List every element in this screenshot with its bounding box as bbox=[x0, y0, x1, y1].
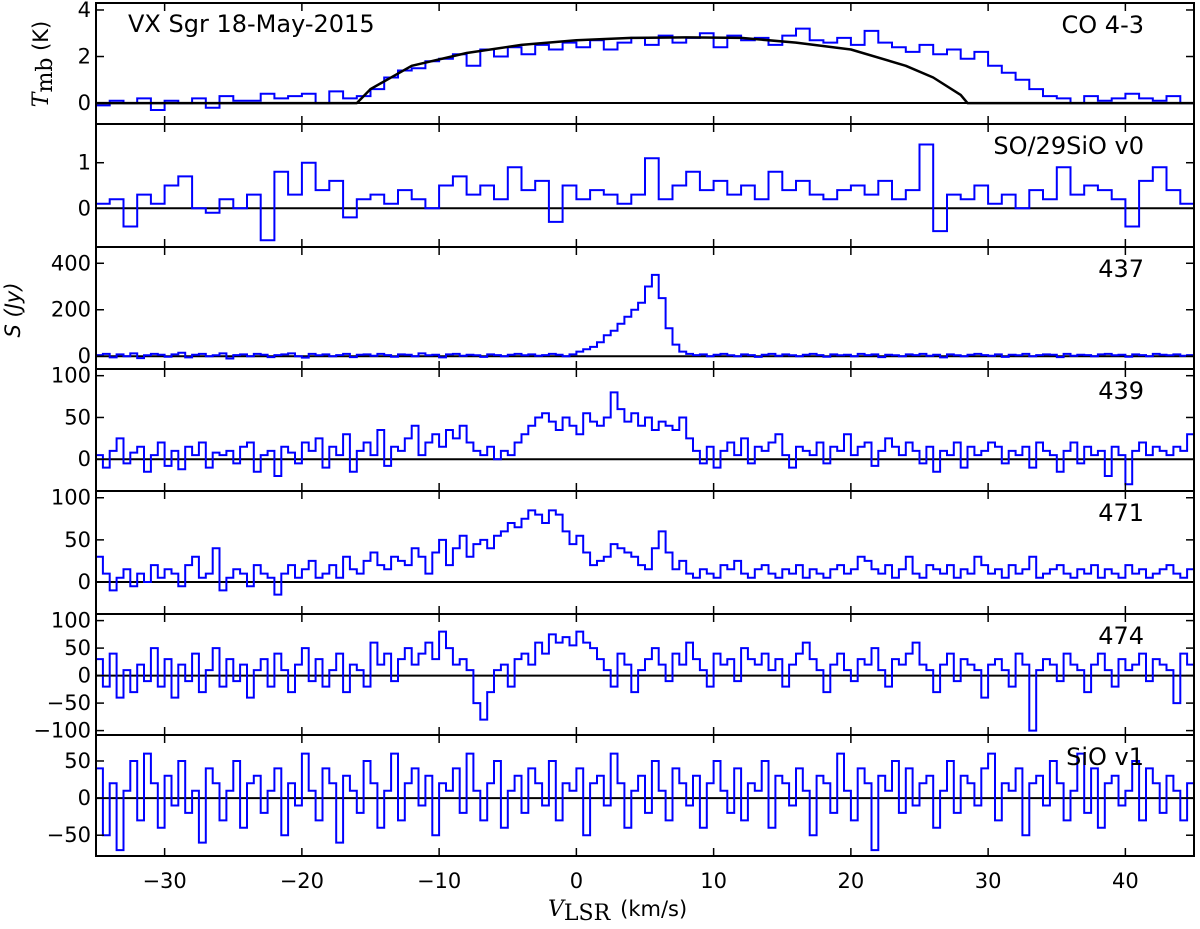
x-tick-label: −20 bbox=[280, 869, 324, 893]
spectrum-series bbox=[96, 391, 1194, 486]
panel-frame bbox=[95, 246, 1195, 370]
y-tick-label: 0 bbox=[78, 570, 91, 594]
spectrum-series bbox=[96, 630, 1194, 732]
panel-7: −50 0 50 SiO v1 bbox=[47, 734, 1195, 857]
spectrum-series bbox=[96, 143, 1194, 242]
spectrum-series bbox=[96, 273, 1194, 360]
panel-label: 474 bbox=[1098, 622, 1144, 650]
x-tick-label: 30 bbox=[975, 869, 1002, 893]
panel-frame bbox=[95, 490, 1195, 615]
y-tick-label: 50 bbox=[64, 528, 91, 552]
panel-label: SiO v1 bbox=[1066, 743, 1144, 771]
y-tick-label: 200 bbox=[51, 298, 91, 322]
y-tick-label: 2 bbox=[78, 45, 91, 69]
y-tick-label: 0 bbox=[78, 447, 91, 471]
y-tick-label: 0 bbox=[78, 664, 91, 688]
panel-frame bbox=[95, 734, 1195, 857]
y-tick-label: −50 bbox=[47, 691, 91, 715]
panel-label: 439 bbox=[1098, 377, 1144, 405]
spectrum-series bbox=[96, 752, 1194, 852]
spectrum-series bbox=[96, 509, 1194, 596]
panel-3: 0 200 400 437 bbox=[51, 246, 1195, 370]
labels-layer: VX Sgr 18-May-2015 VLSR (km/s) Tmb (K) S … bbox=[1, 10, 687, 926]
y-tick-label: −50 bbox=[47, 823, 91, 847]
x-tick-label: 0 bbox=[570, 869, 583, 893]
y-tick-label: 0 bbox=[78, 786, 91, 810]
panel-6: −100 −50 0 50 100 474 bbox=[33, 609, 1195, 743]
y-axis-title-top: Tmb (K) bbox=[29, 21, 58, 107]
panel-label: CO 4-3 bbox=[1062, 11, 1144, 39]
y-tick-label: 100 bbox=[51, 364, 91, 388]
x-tick-label: 20 bbox=[838, 869, 865, 893]
y-tick-label: −100 bbox=[33, 719, 91, 743]
panel-5: 0 50 100 471 bbox=[51, 486, 1195, 615]
fit-curve bbox=[96, 36, 1194, 105]
x-tick-label: 40 bbox=[1112, 869, 1139, 893]
y-tick-label: 1 bbox=[78, 151, 91, 175]
y-tick-label: 50 bbox=[64, 405, 91, 429]
panel-label: 471 bbox=[1098, 499, 1144, 527]
chart-title: VX Sgr 18-May-2015 bbox=[128, 10, 375, 38]
y-tick-label: 0 bbox=[78, 91, 91, 115]
x-axis-title: VLSR (km/s) bbox=[548, 897, 687, 926]
y-tick-label: 0 bbox=[78, 196, 91, 220]
x-tick-label: 10 bbox=[700, 869, 727, 893]
y-tick-label: 400 bbox=[51, 251, 91, 275]
y-tick-label: 100 bbox=[51, 486, 91, 510]
y-tick-label: 50 bbox=[64, 636, 91, 660]
y-tick-label: 100 bbox=[51, 609, 91, 633]
panel-4: 0 50 100 439 bbox=[51, 364, 1195, 492]
panel-2: 0 1 SO/29SiO v0 bbox=[78, 123, 1195, 248]
panel-label: 437 bbox=[1098, 255, 1144, 283]
spectrum-series bbox=[96, 27, 1194, 111]
x-tick-label: −30 bbox=[142, 869, 186, 893]
y-tick-label: 4 bbox=[78, 0, 91, 22]
y-tick-label: 0 bbox=[78, 344, 91, 368]
y-tick-label: 50 bbox=[64, 749, 91, 773]
y-axis-title-shared: S (Jy) bbox=[1, 282, 25, 337]
panel-label: SO/29SiO v0 bbox=[993, 132, 1144, 160]
x-tick-label: −10 bbox=[417, 869, 461, 893]
